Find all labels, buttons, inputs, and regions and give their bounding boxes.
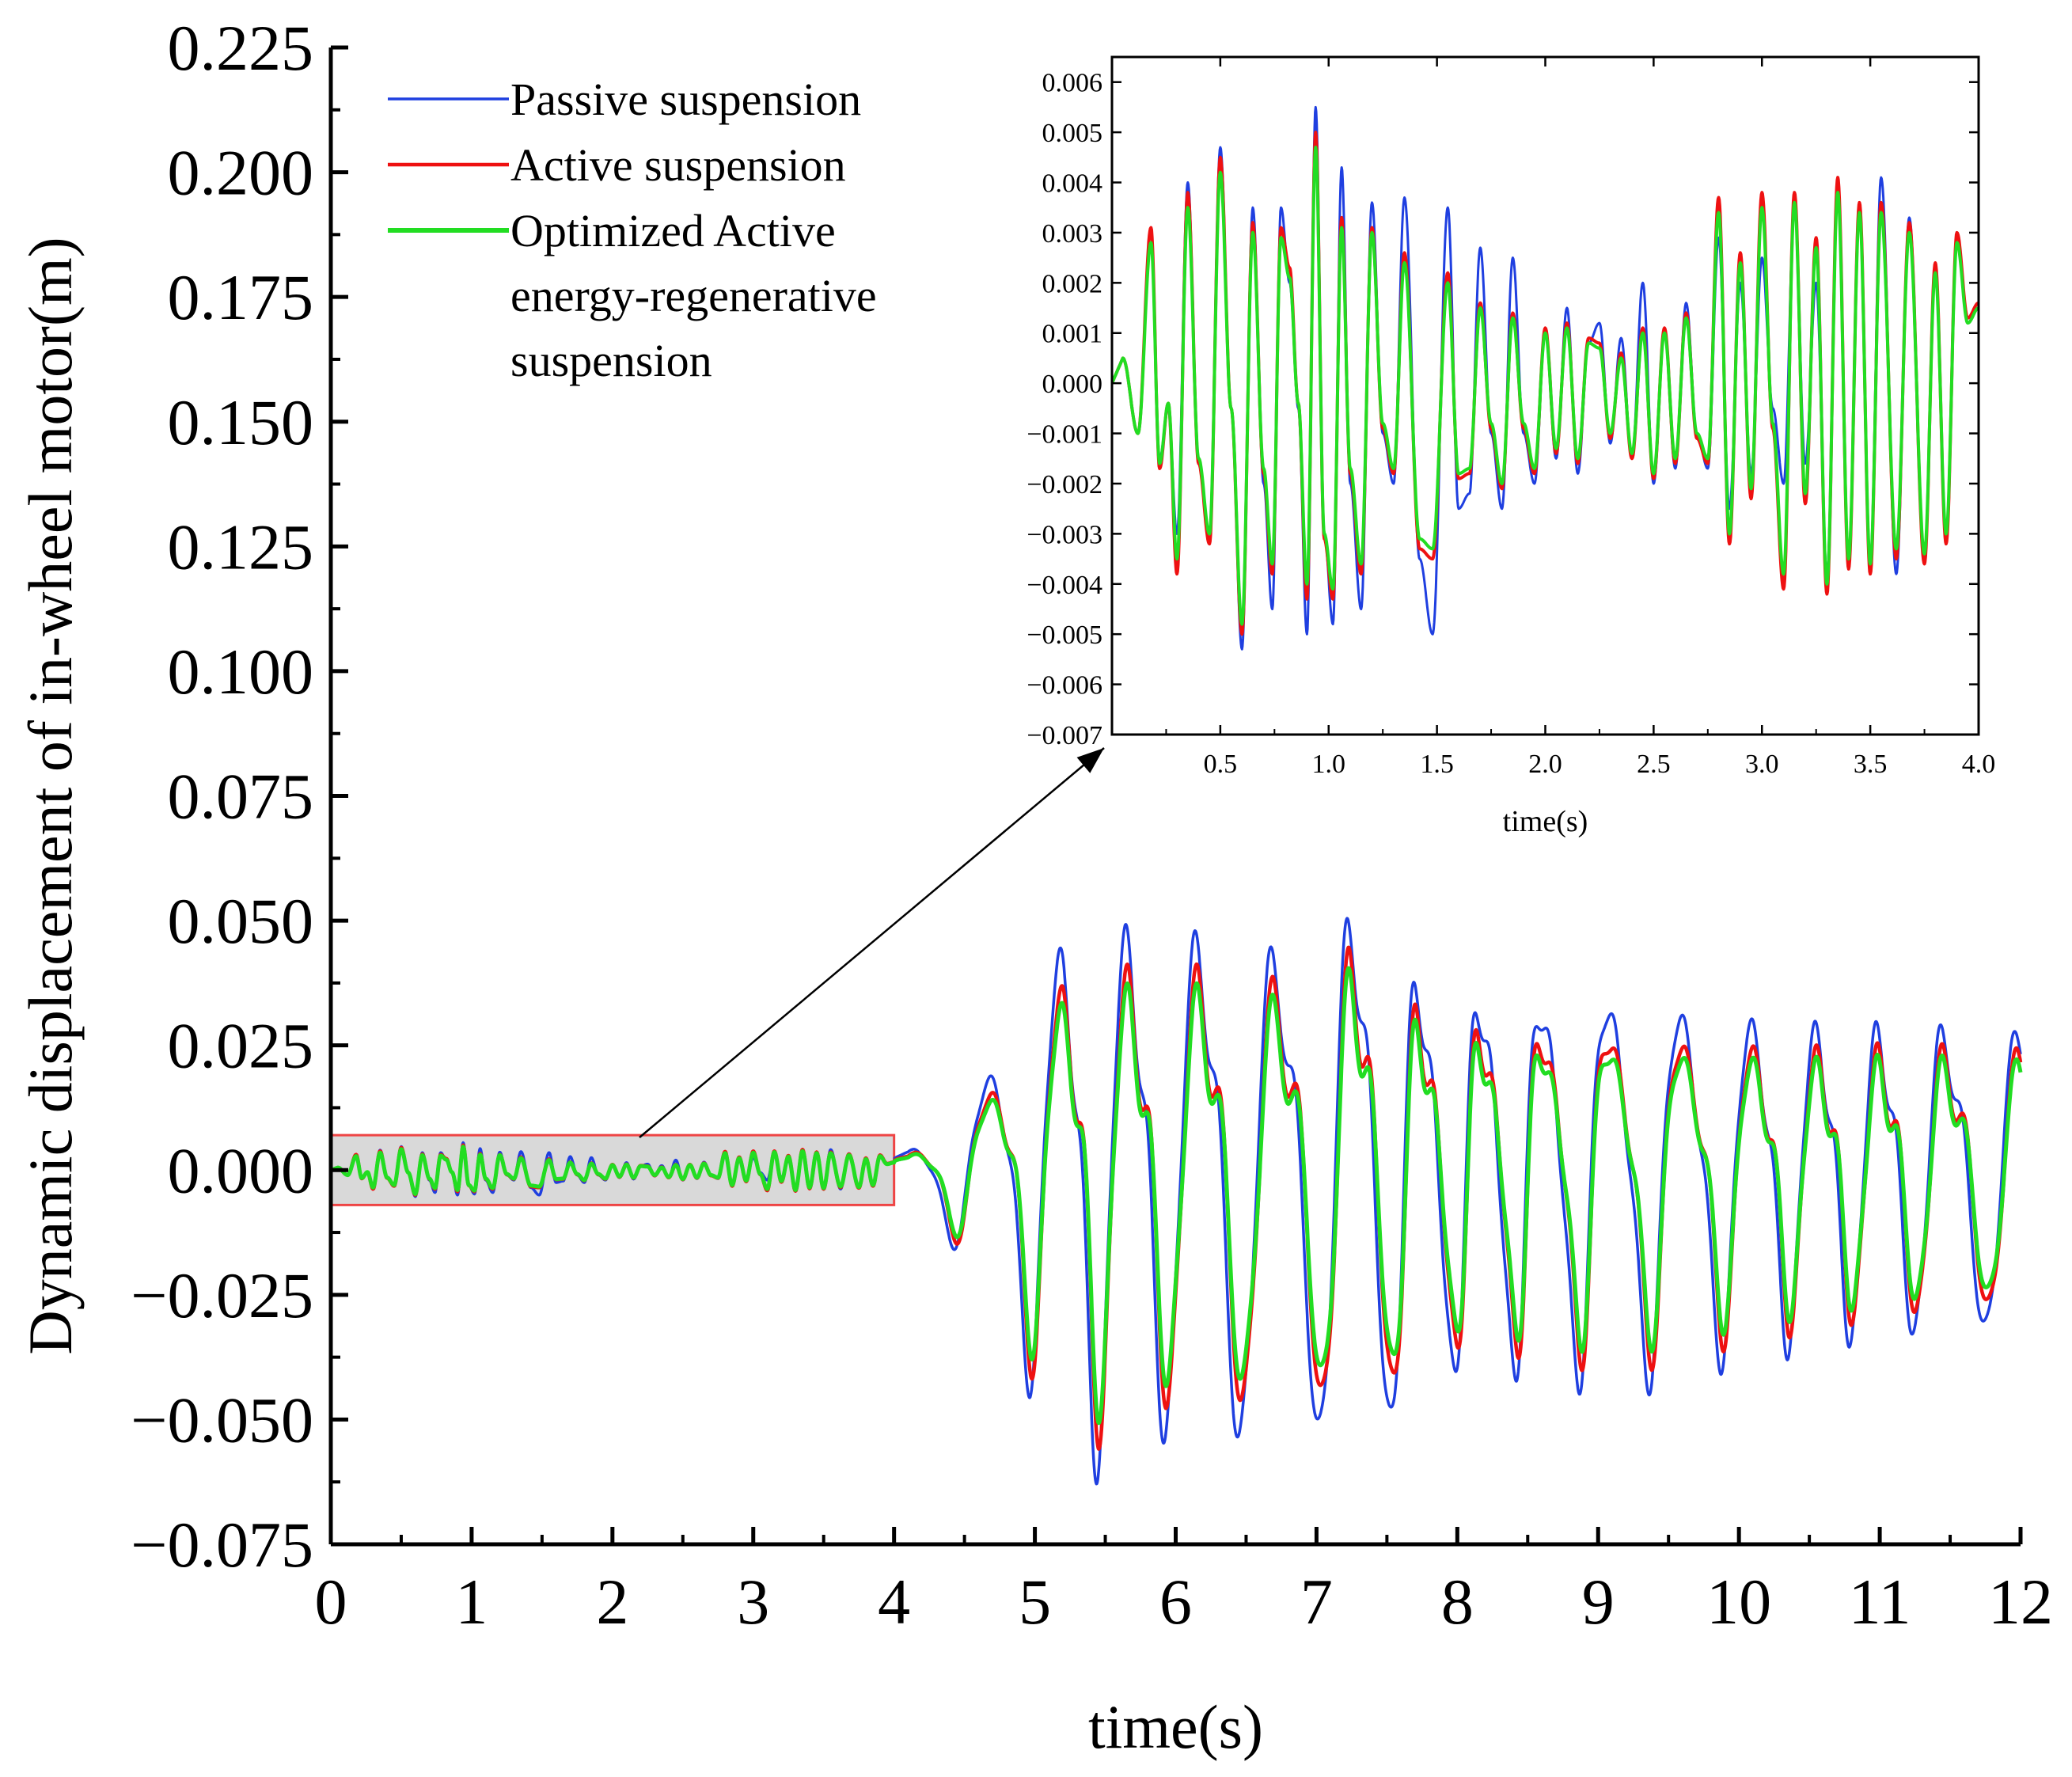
x-tick-label: 12 xyxy=(1988,1566,2053,1638)
inset-y-tick-label: −0.003 xyxy=(1027,520,1102,549)
inset-y-tick-label: 0.005 xyxy=(1042,119,1103,148)
zoom-callout xyxy=(639,747,1105,1138)
inset-y-tick-label: 0.003 xyxy=(1042,219,1103,249)
y-tick-label: −0.075 xyxy=(131,1509,313,1581)
x-tick-label: 9 xyxy=(1582,1566,1615,1638)
x-tick-label: 5 xyxy=(1019,1566,1051,1638)
legend-item-active: Active suspension xyxy=(388,139,846,191)
main-plot-area: 0 1 2 3 4 5 6 7 8 9 10 11 12−0.075−0.050−0.0250.0000… xyxy=(16,12,2053,1761)
x-tick-label: 8 xyxy=(1441,1566,1474,1638)
inset-x-tick-label: 3.0 xyxy=(1745,750,1779,779)
series-line-optimized xyxy=(329,966,2023,1426)
x-axis-title: time(s) xyxy=(1088,1692,1263,1761)
inset-y-tick-label: 0.000 xyxy=(1042,370,1103,399)
y-tick-label: 0.200 xyxy=(168,137,314,209)
x-tick-label: 6 xyxy=(1159,1566,1192,1638)
inset-x-tick-label: 2.5 xyxy=(1637,750,1671,779)
inset-y-tick-label: 0.002 xyxy=(1042,269,1103,298)
y-axis-title: Dynamic displacement of in-wheel motor(m… xyxy=(16,237,85,1354)
inset-y-tick-label: −0.002 xyxy=(1027,470,1102,499)
inset-x-tick-label: 1.5 xyxy=(1420,750,1454,779)
inset-x-tick-label: 1.0 xyxy=(1312,750,1346,779)
y-tick-label: 0.225 xyxy=(168,12,314,84)
y-tick-label: 0.050 xyxy=(168,885,314,957)
legend-label: suspension xyxy=(510,335,712,386)
y-tick-label: 0.150 xyxy=(168,386,314,458)
x-tick-label: 11 xyxy=(1849,1566,1911,1638)
y-tick-label: 0.100 xyxy=(168,636,314,708)
inset-y-tick-label: −0.006 xyxy=(1027,671,1102,701)
x-tick-label: 1 xyxy=(455,1566,488,1638)
inset-y-tick-label: −0.005 xyxy=(1027,621,1102,650)
x-tick-label: 0 xyxy=(315,1566,347,1638)
legend-item-optimized: Optimized Active energy-regenerative sus… xyxy=(388,205,877,386)
inset-background xyxy=(1112,57,1979,735)
legend: Passive suspension Active suspension Optim… xyxy=(388,74,877,386)
x-tick-label: 3 xyxy=(737,1566,769,1638)
inset-y-tick-label: −0.007 xyxy=(1027,721,1102,750)
callout-arrow-head xyxy=(1076,748,1104,773)
inset-y-tick-label: 0.001 xyxy=(1042,320,1103,349)
legend-label: energy-regenerative xyxy=(510,270,877,321)
x-tick-label: 10 xyxy=(1706,1566,1771,1638)
inset-x-tick-label: 2.0 xyxy=(1528,750,1562,779)
legend-label: Passive suspension xyxy=(510,74,861,125)
inset-y-tick-label: −0.001 xyxy=(1027,420,1102,450)
inset-x-axis-title: time(s) xyxy=(1503,805,1588,838)
inset-x-tick-label: 0.5 xyxy=(1204,750,1238,779)
y-tick-label: −0.025 xyxy=(131,1259,313,1331)
x-tick-label: 7 xyxy=(1300,1566,1333,1638)
y-tick-label: 0.075 xyxy=(168,761,314,833)
y-tick-label: 0.000 xyxy=(168,1134,314,1206)
legend-item-passive: Passive suspension xyxy=(388,74,861,125)
y-tick-label: 0.175 xyxy=(168,261,314,333)
x-tick-label: 4 xyxy=(878,1566,910,1638)
callout-arrow-line xyxy=(639,747,1105,1138)
inset-x-tick-label: 4.0 xyxy=(1962,750,1996,779)
inset-plot: 0.5 1.0 1.5 2.0 2.5 3.0 3.5 4.0 0.006 0.005 0.004 0… xyxy=(1027,55,1996,838)
legend-label: Optimized Active xyxy=(510,205,836,256)
inset-y-tick-label: 0.004 xyxy=(1042,169,1103,199)
inset-series-line-optimized xyxy=(1112,146,1979,626)
legend-label: Active suspension xyxy=(510,139,846,191)
inset-y-tick-label: 0.006 xyxy=(1042,69,1103,98)
x-tick-label: 2 xyxy=(596,1566,628,1638)
y-tick-label: −0.050 xyxy=(131,1384,313,1456)
inset-x-tick-label: 3.5 xyxy=(1854,750,1888,779)
y-tick-label: 0.025 xyxy=(168,1010,314,1082)
y-tick-label: 0.125 xyxy=(168,511,314,583)
inset-y-tick-label: −0.004 xyxy=(1027,571,1102,600)
